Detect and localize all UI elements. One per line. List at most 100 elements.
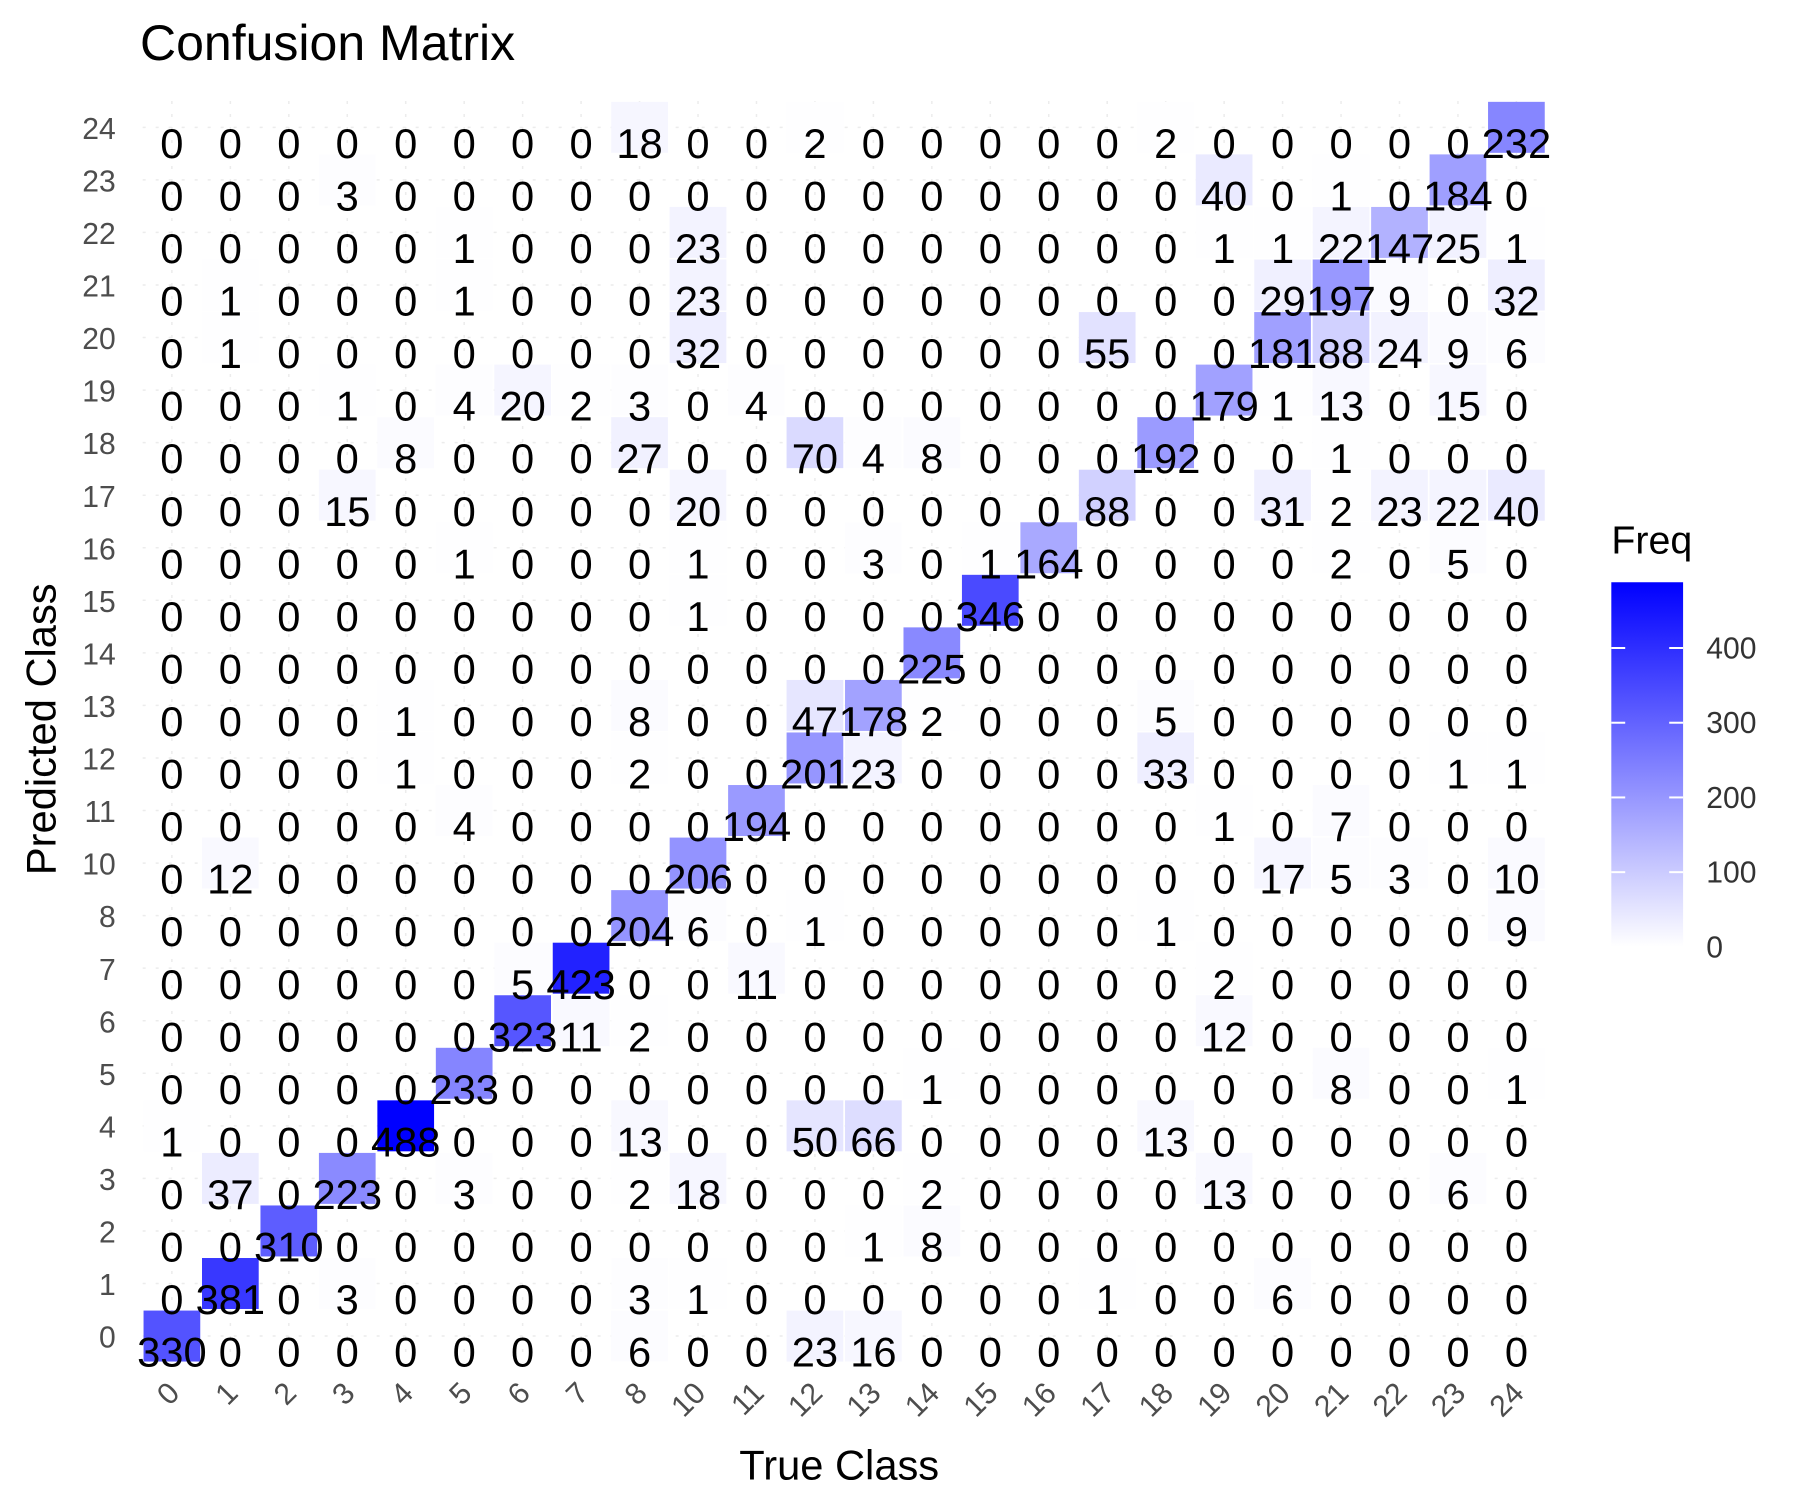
cell-value-label: 0 — [628, 803, 651, 850]
cell-value-label: 0 — [277, 330, 300, 377]
cell-value-label: 0 — [160, 225, 183, 272]
cell-value-label: 0 — [1096, 751, 1119, 798]
cell-value-label: 0 — [1388, 961, 1411, 1008]
cell-value-label: 0 — [219, 803, 242, 850]
cell-value-label: 0 — [1388, 803, 1411, 850]
cell-value-label: 1 — [1271, 383, 1294, 430]
cell-value-label: 223 — [313, 1171, 383, 1218]
cell-value-label: 0 — [1037, 383, 1060, 430]
cell-value-label: 204 — [605, 908, 675, 955]
cell-value-label: 0 — [160, 383, 183, 430]
cell-value-label: 0 — [920, 278, 943, 325]
heatmap-cell — [1312, 259, 1370, 311]
cell-value-label: 0 — [1329, 1118, 1352, 1165]
heatmap-cell — [611, 1310, 668, 1362]
cell-value-label: 0 — [686, 435, 709, 482]
cell-value-label: 0 — [511, 803, 534, 850]
cell-value-label: 0 — [511, 698, 534, 745]
cell-value-label: 0 — [336, 593, 359, 640]
heatmap-cell — [611, 364, 668, 416]
cell-value-label: 0 — [1213, 120, 1236, 167]
cell-value-label: 1 — [920, 1066, 943, 1113]
cell-value-label: 3 — [336, 172, 359, 219]
cell-value-label: 0 — [1271, 540, 1294, 587]
cell-value-label: 0 — [1213, 593, 1236, 640]
cell-value-label: 0 — [803, 278, 826, 325]
cell-value-label: 179 — [1189, 383, 1259, 430]
cell-value-label: 0 — [1505, 803, 1528, 850]
heatmap-cell — [1371, 837, 1428, 889]
heatmap-cell — [728, 364, 785, 416]
cell-value-label: 1 — [862, 1224, 885, 1271]
cell-value-label: 0 — [394, 330, 417, 377]
cell-value-label: 232 — [1482, 120, 1552, 167]
cell-value-label: 310 — [254, 1224, 324, 1271]
heatmap-cell — [1254, 364, 1311, 416]
cell-value-label: 0 — [336, 435, 359, 482]
cell-value-label: 0 — [1271, 645, 1294, 692]
cell-value-label: 0 — [628, 488, 651, 535]
cell-value-label: 0 — [219, 908, 242, 955]
cell-value-label: 0 — [570, 698, 593, 745]
cell-value-label: 0 — [803, 645, 826, 692]
cell-value-label: 11 — [735, 961, 778, 1008]
cell-value-label: 0 — [920, 1013, 943, 1060]
cell-value-label: 1 — [453, 278, 476, 325]
cell-value-label: 0 — [160, 593, 183, 640]
cell-value-label: 0 — [277, 1171, 300, 1218]
cell-value-label: 0 — [1213, 330, 1236, 377]
heatmap-cell — [494, 942, 551, 994]
heatmap-cell — [786, 1310, 844, 1362]
cell-value-label: 0 — [1096, 1171, 1119, 1218]
cell-value-label: 1 — [1505, 1066, 1528, 1113]
heatmap-cell — [1429, 154, 1487, 206]
cell-value-label: 0 — [803, 961, 826, 1008]
cell-value-label: 0 — [1096, 908, 1119, 955]
cell-value-label: 0 — [1329, 751, 1352, 798]
cell-value-label: 0 — [219, 172, 242, 219]
cell-value-label: 24 — [1376, 330, 1422, 377]
cell-value-label: 0 — [570, 908, 593, 955]
cell-value-label: 0 — [511, 1171, 534, 1218]
cell-value-label: 0 — [394, 1066, 417, 1113]
cell-value-label: 0 — [277, 698, 300, 745]
cell-value-label: 0 — [1329, 1276, 1352, 1323]
cell-value-label: 0 — [277, 1329, 300, 1376]
cell-value-label: 0 — [453, 593, 476, 640]
cell-value-label: 1 — [1096, 1276, 1119, 1323]
heatmap-cell — [435, 259, 493, 311]
heatmap-cell — [552, 995, 610, 1047]
cell-value-label: 0 — [277, 751, 300, 798]
cell-value-label: 0 — [453, 435, 476, 482]
cell-value-label: 0 — [745, 1329, 768, 1376]
heatmap-cell — [1312, 154, 1370, 206]
heatmap-cell — [1195, 206, 1253, 258]
x-tick-label: 3 — [326, 1376, 361, 1411]
cell-value-label: 0 — [862, 1013, 885, 1060]
cell-value-label: 47 — [792, 698, 838, 745]
heatmap-cell — [202, 1152, 259, 1204]
cell-value-label: 0 — [920, 540, 943, 587]
cell-value-label: 9 — [1388, 278, 1411, 325]
cell-value-label: 88 — [1318, 330, 1364, 377]
heatmap-cell — [377, 417, 435, 469]
cell-value-label: 0 — [1505, 172, 1528, 219]
cell-value-label: 0 — [394, 540, 417, 587]
heatmap-cell — [1137, 890, 1195, 942]
cell-value-label: 0 — [1446, 593, 1469, 640]
cell-value-label: 0 — [570, 803, 593, 850]
cell-value-label: 50 — [792, 1118, 838, 1165]
heatmap-cell — [903, 1205, 961, 1257]
cell-value-label: 22 — [1318, 225, 1364, 272]
cell-value-label: 0 — [1154, 278, 1177, 325]
cell-value-label: 0 — [511, 488, 534, 535]
cell-value-label: 0 — [803, 1171, 826, 1218]
cell-value-label: 0 — [160, 1013, 183, 1060]
cell-value-label: 0 — [920, 120, 943, 167]
cell-value-label: 0 — [1388, 540, 1411, 587]
heatmap-cell — [1312, 312, 1370, 364]
cell-value-label: 10 — [1493, 856, 1539, 903]
y-tick-label: 8 — [99, 901, 116, 934]
heatmap-cell — [611, 1152, 668, 1204]
heatmap-cell — [1137, 417, 1195, 469]
